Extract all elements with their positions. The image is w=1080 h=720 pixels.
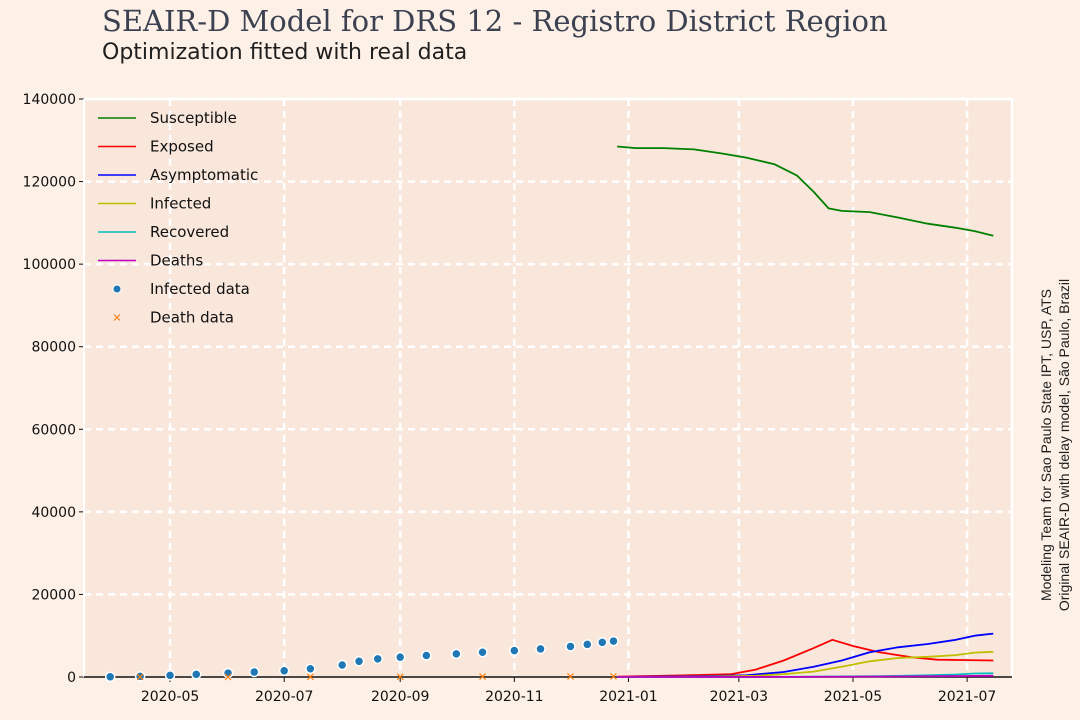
legend: Susceptible Exposed Asymptomatic Infected Re… [98,109,258,327]
point-infected-data [278,665,290,677]
plot-background [84,99,1012,677]
x-tick-label: 2020-07 [255,689,314,705]
y-tick-label: 40000 [31,505,76,521]
chart-subtitle: Optimization fitted with real data [102,40,468,65]
point-infected-data [608,635,619,647]
y-tick-label: 140000 [23,92,76,108]
legend-swatch-death-data [113,314,121,321]
axes: 0 20000 40000 60000 80000 100000 120000 140000 2… [23,92,1012,705]
point-infected-data [191,669,202,680]
point-infected-data [249,666,260,678]
point-infected-data [597,637,608,648]
point-infected-data [104,671,116,683]
series-line-deaths [617,674,994,678]
point-death-data [610,672,617,680]
point-infected-data [582,639,593,650]
y-tick-label: 80000 [31,340,76,356]
point-infected-data [477,646,488,658]
y-tick-label: 100000 [23,257,76,273]
point-death-data [396,673,404,681]
point-infected-data [305,663,316,674]
x-tick-label: 2020-09 [371,689,430,705]
point-death-data [136,673,144,681]
legend-label-recovered: Recovered [150,223,229,241]
legend-label-asymptomatic: Asymptomatic [150,166,258,184]
legend-label-susceptible: Susceptible [150,109,237,127]
y-tick-label: 20000 [31,587,76,603]
y-tick-label: 0 [67,670,76,686]
point-infected-data [394,651,406,663]
legend-label-death-data: Death data [150,309,234,327]
legend-swatch-infected-data [112,284,122,294]
x-tick-label: 2020-05 [141,689,200,705]
series-layer [104,145,994,683]
point-infected-data [535,643,546,655]
legend-label-infected-data: Infected data [150,280,250,298]
series-line-infected [617,650,994,678]
legend-label-infected: Infected [150,195,211,213]
point-death-data [479,673,486,681]
point-infected-data [421,650,432,661]
point-death-data [224,673,232,681]
x-tick-label: 2021-01 [599,689,658,705]
y-tick-label: 60000 [31,422,76,438]
point-death-data [306,673,314,681]
y-tick-label: 120000 [23,175,76,191]
point-infected-data [509,645,520,656]
x-tick-label: 2020-11 [485,689,544,705]
legend-label-exposed: Exposed [150,138,214,156]
series-line-susceptible [617,145,994,237]
point-infected-data [353,656,365,667]
point-infected-data [372,653,383,665]
series-line-exposed [617,638,994,678]
x-tick-label: 2021-07 [938,689,997,705]
x-tick-label: 2021-05 [824,689,883,705]
point-death-data [567,673,574,680]
chart-title: SEAIR-D Model for DRS 12 - Registro Dist… [102,4,888,38]
point-infected-data [336,659,348,671]
point-infected-data [565,641,576,652]
x-tick-label: 2021-03 [710,689,769,705]
grid-lines [84,97,1014,677]
legend-label-deaths: Deaths [150,252,203,270]
point-infected-data [164,670,176,681]
point-infected-data [451,648,462,660]
